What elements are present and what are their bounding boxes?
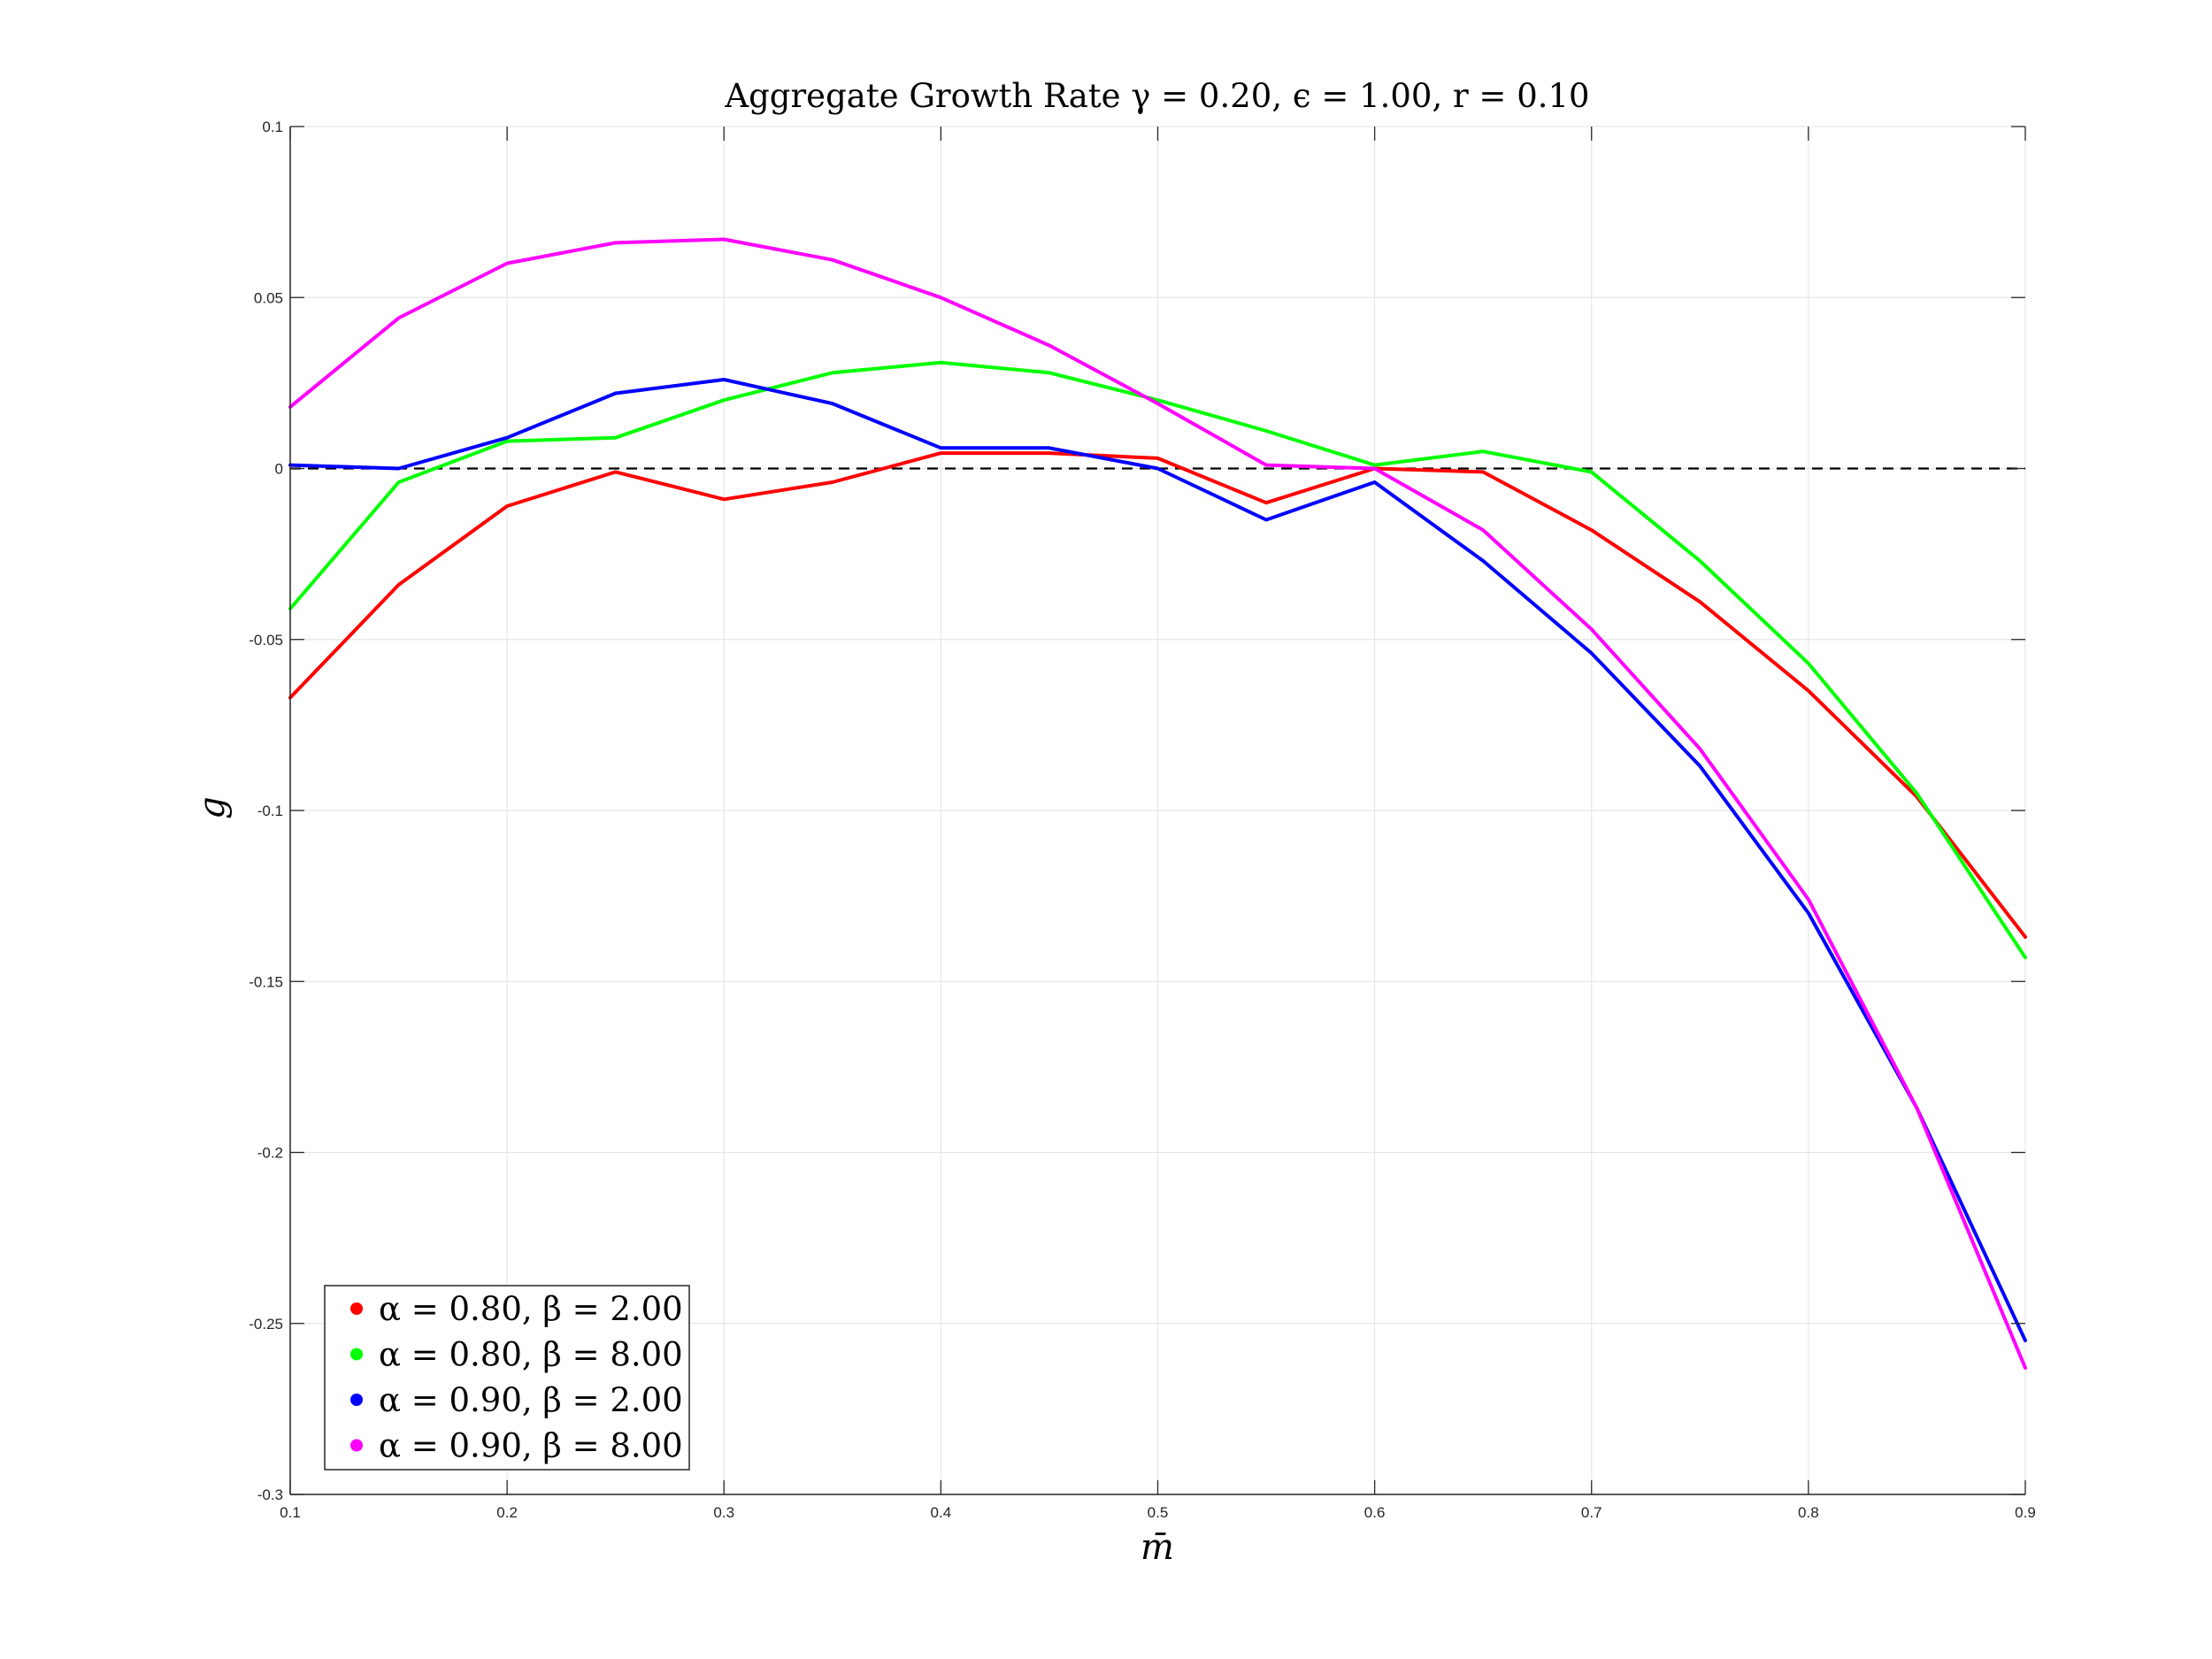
tick-labels: 0.1 0.2 0.3 0.4 0.5 0.6 0.7 0.8 0.9 0.1 0.05 0 -0.05…: [249, 119, 2036, 1521]
x-tick-label: 0.6: [1364, 1504, 1386, 1521]
y-tick-label: -0.2: [257, 1145, 283, 1162]
series-layer: [288, 237, 2027, 1370]
y-tick-label: 0.05: [254, 289, 283, 306]
legend-label-2: α = 0.80, β = 8.00: [379, 1336, 683, 1374]
series-line-1: [288, 451, 2027, 939]
series-line-2: [288, 360, 2027, 960]
y-tick-label: 0.1: [262, 119, 283, 135]
x-tick-label: 0.3: [713, 1504, 734, 1521]
series-line-4: [288, 237, 2027, 1370]
y-tick-label: -0.25: [249, 1316, 283, 1333]
x-tick-label: 0.5: [1148, 1504, 1169, 1521]
y-tick-label: -0.3: [257, 1486, 283, 1503]
x-tick-label: 0.7: [1581, 1504, 1602, 1521]
x-tick-label: 0.4: [931, 1504, 952, 1521]
x-tick-label: 0.9: [2015, 1504, 2036, 1521]
legend-label-1: α = 0.80, β = 2.00: [379, 1290, 683, 1328]
y-tick-label: 0: [275, 461, 283, 478]
legend-label-4: α = 0.90, β = 8.00: [379, 1427, 683, 1465]
series-line-3: [288, 378, 2027, 1343]
legend-box: [324, 1285, 690, 1471]
y-axis-label: g: [192, 796, 233, 819]
x-axis-label: m̄: [1141, 1527, 1174, 1568]
x-tick-label: 0.1: [280, 1504, 301, 1521]
legend-marker-2: [350, 1348, 363, 1361]
y-tick-label: -0.1: [257, 803, 283, 819]
legend-marker-4: [350, 1439, 363, 1452]
legend-label-3: α = 0.90, β = 2.00: [379, 1381, 683, 1419]
y-tick-label: -0.05: [249, 632, 283, 649]
x-tick-label: 0.8: [1798, 1504, 1819, 1521]
legend: α = 0.80, β = 2.00 α = 0.80, β = 8.00 α = …: [324, 1285, 690, 1471]
legend-marker-1: [350, 1302, 363, 1315]
x-tick-label: 0.2: [496, 1504, 518, 1521]
y-tick-label: -0.15: [249, 973, 283, 990]
chart-title: Aggregate Growth Rate γ = 0.20, ϵ = 1.00…: [724, 77, 1589, 115]
axes: [289, 126, 2026, 1495]
legend-marker-3: [350, 1394, 363, 1406]
